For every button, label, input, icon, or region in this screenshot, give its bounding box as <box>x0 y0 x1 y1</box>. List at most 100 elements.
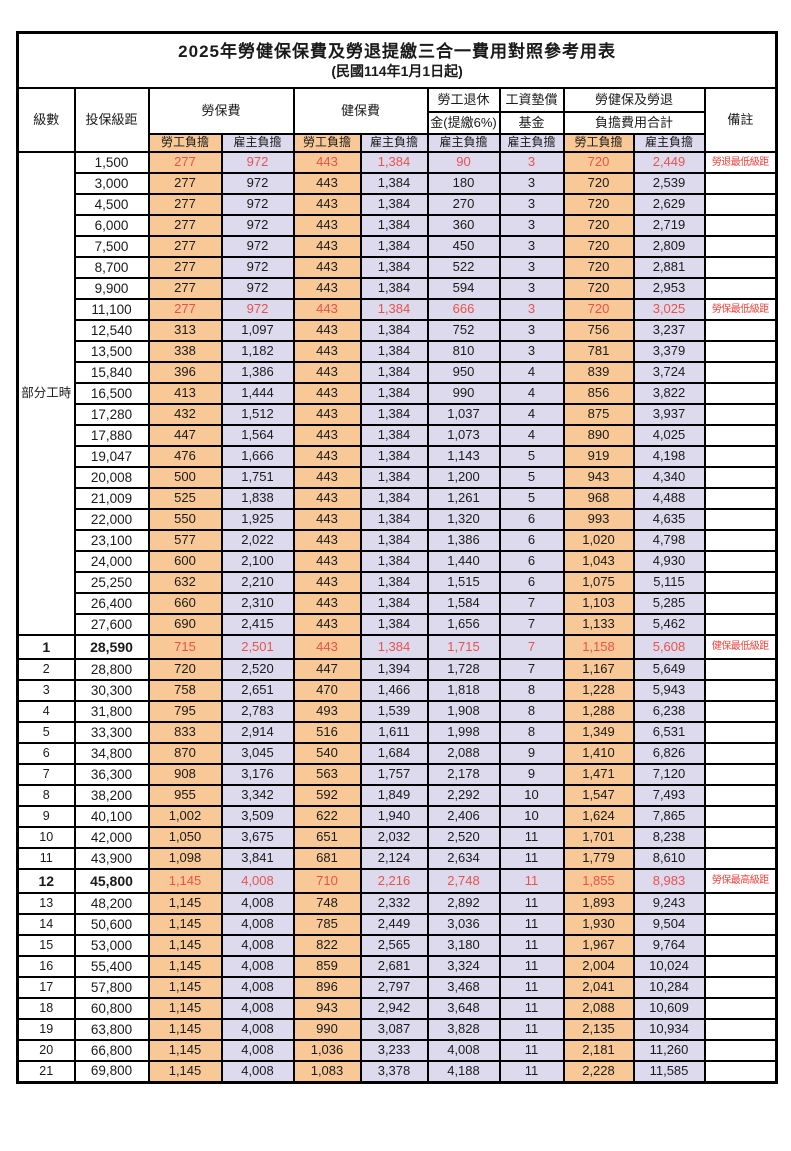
health-employer-cell: 1,384 <box>359 592 429 615</box>
pension-employer-cell: 450 <box>426 235 501 258</box>
health-employer-cell: 1,757 <box>359 763 429 786</box>
bracket-cell: 15,840 <box>73 361 150 384</box>
note-cell <box>703 742 778 765</box>
level-cell: 8 <box>16 784 76 807</box>
bracket-cell: 11,100 <box>73 298 150 321</box>
total-worker-cell: 1,349 <box>562 721 635 744</box>
note-cell <box>703 172 778 195</box>
labor-employer-cell: 3,841 <box>220 847 295 870</box>
wage-fund-employer-cell: 3 <box>498 319 565 342</box>
total-employer-cell: 4,340 <box>632 466 706 489</box>
labor-worker-cell: 432 <box>147 403 223 426</box>
wage-fund-employer-cell: 6 <box>498 550 565 573</box>
total-worker-cell: 720 <box>562 214 635 237</box>
wage-fund-employer-cell: 8 <box>498 679 565 702</box>
note-cell <box>703 592 778 615</box>
table-row: 22,000 550 1,925 443 1,384 1,320 6 993 4,635 <box>18 508 778 531</box>
total-employer-cell: 10,284 <box>632 976 706 999</box>
total-employer-cell: 2,539 <box>632 172 706 195</box>
table-row: 17,280 432 1,512 443 1,384 1,037 4 875 3,937 <box>18 403 778 426</box>
total-employer-cell: 9,764 <box>632 934 706 957</box>
health-employer-cell: 2,332 <box>359 892 429 915</box>
labor-worker-cell: 758 <box>147 679 223 702</box>
bracket-cell: 23,100 <box>73 529 150 552</box>
total-employer-cell: 6,238 <box>632 700 706 723</box>
labor-employer-cell: 972 <box>220 277 295 300</box>
pension-employer-cell: 2,520 <box>426 826 501 849</box>
pension-employer-cell: 4,188 <box>426 1060 501 1083</box>
health-worker-cell: 681 <box>292 847 362 870</box>
health-employer-cell: 1,684 <box>359 742 429 765</box>
total-employer-cell: 2,719 <box>632 214 706 237</box>
pension-employer-cell: 1,261 <box>426 487 501 510</box>
health-employer-cell: 1,384 <box>359 214 429 237</box>
total-employer-cell: 5,462 <box>632 613 706 636</box>
labor-employer-cell: 972 <box>220 214 295 237</box>
header-bracket: 投保級距 <box>73 87 150 153</box>
subheader-health-employer: 雇主負擔 <box>359 133 429 153</box>
table-row: 7,500 277 972 443 1,384 450 3 720 2,809 <box>18 235 778 258</box>
wage-fund-employer-cell: 7 <box>498 634 565 660</box>
pension-employer-cell: 3,468 <box>426 976 501 999</box>
wage-fund-employer-cell: 7 <box>498 613 565 636</box>
pension-employer-cell: 2,748 <box>426 868 501 894</box>
labor-employer-cell: 4,008 <box>220 892 295 915</box>
pension-employer-cell: 360 <box>426 214 501 237</box>
total-worker-cell: 943 <box>562 466 635 489</box>
health-worker-cell: 493 <box>292 700 362 723</box>
health-worker-cell: 943 <box>292 997 362 1020</box>
wage-fund-employer-cell: 11 <box>498 826 565 849</box>
bracket-cell: 9,900 <box>73 277 150 300</box>
total-worker-cell: 839 <box>562 361 635 384</box>
labor-employer-cell: 972 <box>220 151 295 174</box>
health-employer-cell: 1,384 <box>359 193 429 216</box>
health-employer-cell: 1,384 <box>359 340 429 363</box>
health-worker-cell: 651 <box>292 826 362 849</box>
total-worker-cell: 720 <box>562 298 635 321</box>
note-cell <box>703 826 778 849</box>
labor-worker-cell: 1,145 <box>147 913 223 936</box>
health-employer-cell: 2,032 <box>359 826 429 849</box>
labor-worker-cell: 1,145 <box>147 997 223 1020</box>
total-worker-cell: 720 <box>562 256 635 279</box>
level-cell: 10 <box>16 826 76 849</box>
table-row: 1 28,590 715 2,501 443 1,384 1,715 7 1,158 5,608 健… <box>16 634 778 660</box>
note-cell <box>703 847 778 870</box>
table-row: 7 36,300 908 3,176 563 1,757 2,178 9 1,471 7,120 <box>16 763 778 786</box>
labor-employer-cell: 2,210 <box>220 571 295 594</box>
health-employer-cell: 1,384 <box>359 235 429 258</box>
total-employer-cell: 2,449 <box>632 151 706 174</box>
note-cell <box>703 235 778 258</box>
health-worker-cell: 443 <box>292 487 362 510</box>
table-row: 8 38,200 955 3,342 592 1,849 2,292 10 1,547 7,493 <box>16 784 778 807</box>
total-worker-cell: 2,181 <box>562 1039 635 1062</box>
subheader-total-worker: 勞工負擔 <box>562 133 635 153</box>
pension-employer-cell: 1,200 <box>426 466 501 489</box>
pension-employer-cell: 3,648 <box>426 997 501 1020</box>
wage-fund-employer-cell: 9 <box>498 763 565 786</box>
bracket-cell: 28,590 <box>73 634 150 660</box>
labor-employer-cell: 2,651 <box>220 679 295 702</box>
total-employer-cell: 5,649 <box>632 658 706 681</box>
table-row: 5 33,300 833 2,914 516 1,611 1,998 8 1,349 6,531 <box>16 721 778 744</box>
level-cell: 15 <box>16 934 76 957</box>
table-row: 23,100 577 2,022 443 1,384 1,386 6 1,020 4,798 <box>18 529 778 552</box>
total-worker-cell: 1,967 <box>562 934 635 957</box>
pension-employer-cell: 1,037 <box>426 403 501 426</box>
pension-employer-cell: 90 <box>426 151 501 174</box>
total-employer-cell: 5,608 <box>632 634 706 660</box>
level-cell: 19 <box>16 1018 76 1041</box>
labor-worker-cell: 476 <box>147 445 223 468</box>
labor-worker-cell: 955 <box>147 784 223 807</box>
bracket-cell: 53,000 <box>73 934 150 957</box>
total-worker-cell: 756 <box>562 319 635 342</box>
health-worker-cell: 1,083 <box>292 1060 362 1083</box>
labor-worker-cell: 1,145 <box>147 1018 223 1041</box>
labor-employer-cell: 2,501 <box>220 634 295 660</box>
bracket-cell: 12,540 <box>73 319 150 342</box>
wage-fund-employer-cell: 7 <box>498 592 565 615</box>
note-cell <box>703 892 778 915</box>
total-employer-cell: 8,238 <box>632 826 706 849</box>
pension-employer-cell: 4,008 <box>426 1039 501 1062</box>
note-cell <box>703 934 778 957</box>
